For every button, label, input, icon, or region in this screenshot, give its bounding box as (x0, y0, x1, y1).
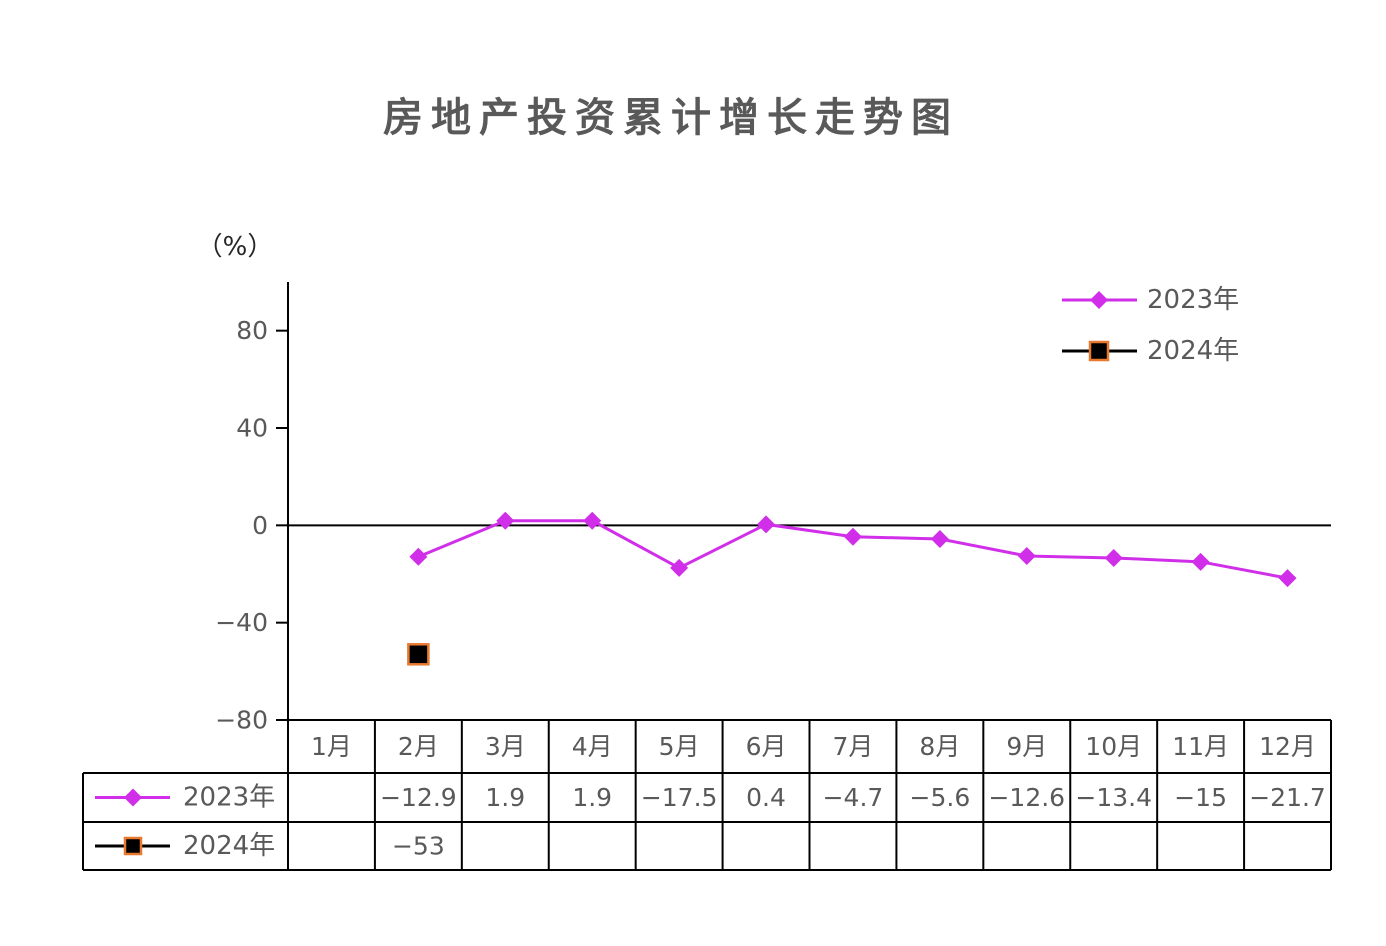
y-tick-label: −40 (215, 608, 268, 637)
table-cell-value: 1.9 (572, 783, 612, 812)
y-tick-label: 40 (236, 414, 268, 443)
table-row-label: 2024年 (183, 831, 275, 861)
table-square-marker (123, 836, 143, 856)
x-tick-label: 12月 (1259, 732, 1316, 761)
series-1-point (757, 515, 776, 534)
series-1-point (843, 527, 862, 546)
y-tick-label: 0 (252, 511, 268, 540)
legend-diamond-marker (1090, 291, 1108, 309)
table-cell-value: 0.4 (746, 783, 786, 812)
legend-label: 2023年 (1147, 285, 1239, 315)
y-axis-unit-label: （%） (197, 232, 274, 262)
table-cell-value: −21.7 (1249, 783, 1326, 812)
legend: 2023年 2024年 (1062, 285, 1239, 366)
y-tick-label: 80 (236, 316, 268, 345)
table-cell-value: −12.9 (380, 783, 457, 812)
table-cell-value: −15 (1174, 783, 1227, 812)
y-tick-label: −80 (215, 706, 268, 735)
table-cell-value: −12.6 (988, 783, 1065, 812)
legend-label: 2024年 (1147, 336, 1239, 366)
series-1-point (409, 547, 428, 566)
x-tick-label: 10月 (1085, 732, 1142, 761)
series-1-point (930, 529, 949, 548)
series-1-point (670, 558, 689, 577)
x-tick-label: 11月 (1172, 732, 1229, 761)
table-diamond-marker (124, 788, 142, 807)
x-tick-label: 7月 (833, 732, 874, 761)
table-cell-value: −17.5 (641, 783, 718, 812)
series-1-point (496, 511, 515, 530)
table-cell-value: 1.9 (485, 783, 525, 812)
data-table: 1月 2月 3月 4月 5月 6月 7月 8月 9月 10月 11月 12月 2023年 −12.9 1.9… (82, 719, 1332, 871)
x-tick-label: 4月 (572, 732, 613, 761)
legend-square-marker (1088, 340, 1110, 362)
x-tick-label: 9月 (1006, 732, 1047, 761)
table-cell-value: −13.4 (1075, 783, 1152, 812)
series-2 (407, 643, 430, 666)
series-2-point (407, 643, 430, 666)
series-1-point (1017, 546, 1036, 565)
x-tick-label: 8月 (919, 732, 960, 761)
x-tick-label: 5月 (659, 732, 700, 761)
series-1-point (583, 511, 602, 530)
table-row-label: 2023年 (183, 783, 275, 813)
series-1 (409, 511, 1297, 588)
chart-title: 房地产投资累计增长走势图 (383, 95, 959, 141)
series-1-point (1104, 548, 1123, 567)
table-cell-value: −4.7 (823, 783, 884, 812)
x-tick-label: 3月 (485, 732, 526, 761)
table-cell-value: −5.6 (910, 783, 971, 812)
x-tick-label: 6月 (746, 732, 787, 761)
table-cell-value: −53 (392, 832, 445, 861)
x-tick-label: 2月 (398, 732, 439, 761)
series-1-point (1278, 569, 1297, 588)
series-1-point (1191, 552, 1210, 571)
plot-area: 80 40 0 −40 −80 (215, 282, 1331, 735)
x-tick-label: 1月 (311, 732, 352, 761)
